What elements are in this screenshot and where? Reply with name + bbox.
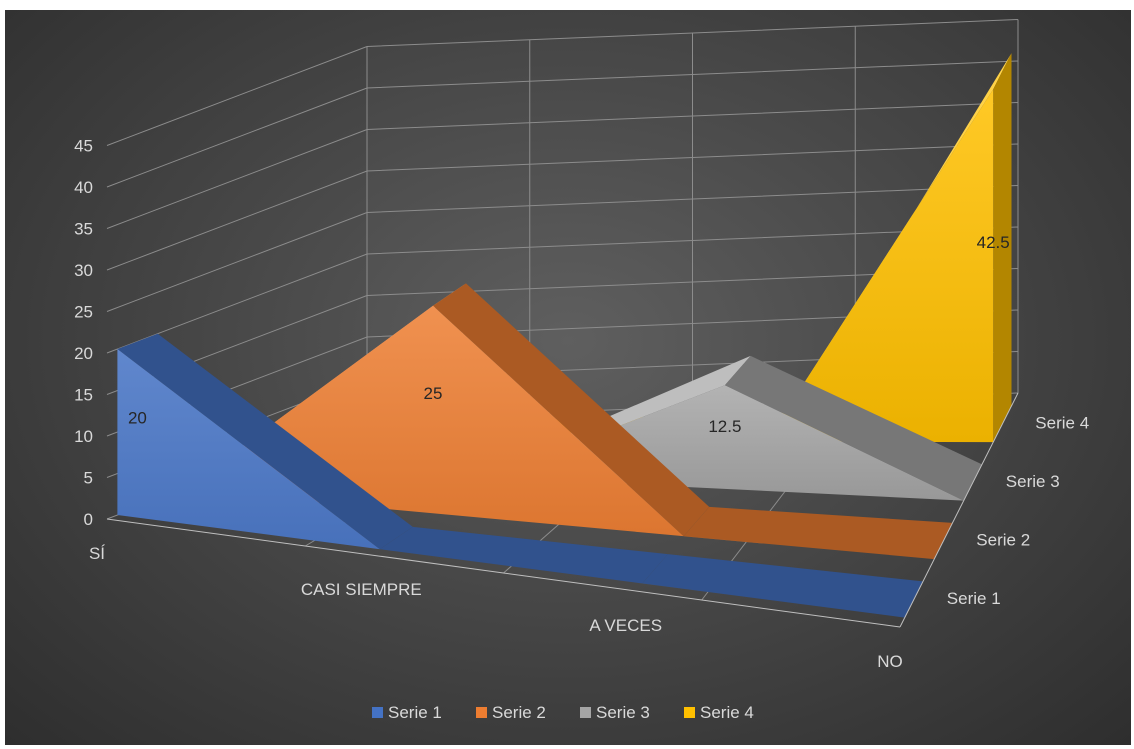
- legend-item: Serie 4: [684, 703, 754, 722]
- series-layer: 42.5 12.5 25 20: [117, 53, 1012, 618]
- series-axis-label: Serie 2: [976, 530, 1030, 549]
- y-tick-label: 40: [74, 178, 93, 197]
- legend-label: Serie 3: [596, 703, 650, 722]
- series-1-area: [117, 349, 905, 618]
- legend-swatch: [372, 707, 383, 718]
- legend-label: Serie 1: [388, 703, 442, 722]
- legend-item: Serie 1: [372, 703, 442, 722]
- legend-label: Serie 4: [700, 703, 754, 722]
- y-tick-label: 35: [74, 220, 93, 239]
- chart-canvas: 42.5 12.5 25 20 0 5 10 15 20 25 30 35 40 45 SÍ CASI SI…: [74, 19, 1089, 722]
- y-tick-label: 15: [74, 386, 93, 405]
- legend-swatch: [684, 707, 695, 718]
- series-1-top-face: [642, 554, 923, 618]
- legend: Serie 1 Serie 2 Serie 3 Serie 4: [372, 703, 754, 722]
- series-4-area: [312, 89, 994, 443]
- y-tick-label: 30: [74, 261, 93, 280]
- x-tick-label: A VECES: [589, 616, 662, 635]
- series-2-top-face: [683, 506, 953, 560]
- series-axis-label: Serie 3: [1006, 472, 1060, 491]
- x-tick-label: SÍ: [89, 544, 105, 563]
- series-3-top-face: [724, 355, 982, 501]
- x-tick-label: NO: [877, 652, 903, 671]
- legend-swatch: [476, 707, 487, 718]
- legend-item: Serie 2: [476, 703, 546, 722]
- x-tick-label: CASI SIEMPRE: [301, 580, 422, 599]
- y-tick-label: 20: [74, 344, 93, 363]
- category-axis: [106, 518, 901, 628]
- y-tick-label: 10: [74, 427, 93, 446]
- series-axis: [899, 392, 1019, 628]
- data-label: 12.5: [708, 417, 741, 436]
- series-axis-label: Serie 1: [947, 589, 1001, 608]
- data-label: 20: [128, 409, 147, 428]
- axes-layer: 0 5 10 15 20 25 30 35 40 45 SÍ CASI SIEMPRE A VECES N…: [74, 137, 1089, 672]
- legend-item: Serie 3: [580, 703, 650, 722]
- chart-area: 42.5 12.5 25 20 0 5 10 15 20 25 30 35 40 45 SÍ CASI SI…: [5, 10, 1131, 745]
- y-tick-label: 0: [84, 510, 93, 529]
- series-1-top-face: [117, 333, 413, 550]
- legend-swatch: [580, 707, 591, 718]
- series-2-top-face: [433, 283, 710, 537]
- y-tick-label: 45: [74, 137, 93, 156]
- series-1: 20: [117, 333, 923, 618]
- series-4-side-face: [993, 53, 1012, 443]
- data-label: 25: [424, 384, 443, 403]
- series-axis-label: Serie 4: [1035, 413, 1089, 432]
- y-tick-label: 25: [74, 303, 93, 322]
- legend-label: Serie 2: [492, 703, 546, 722]
- y-tick-label: 5: [84, 469, 93, 488]
- series-1-top-face: [379, 526, 668, 584]
- data-label: 42.5: [977, 233, 1010, 252]
